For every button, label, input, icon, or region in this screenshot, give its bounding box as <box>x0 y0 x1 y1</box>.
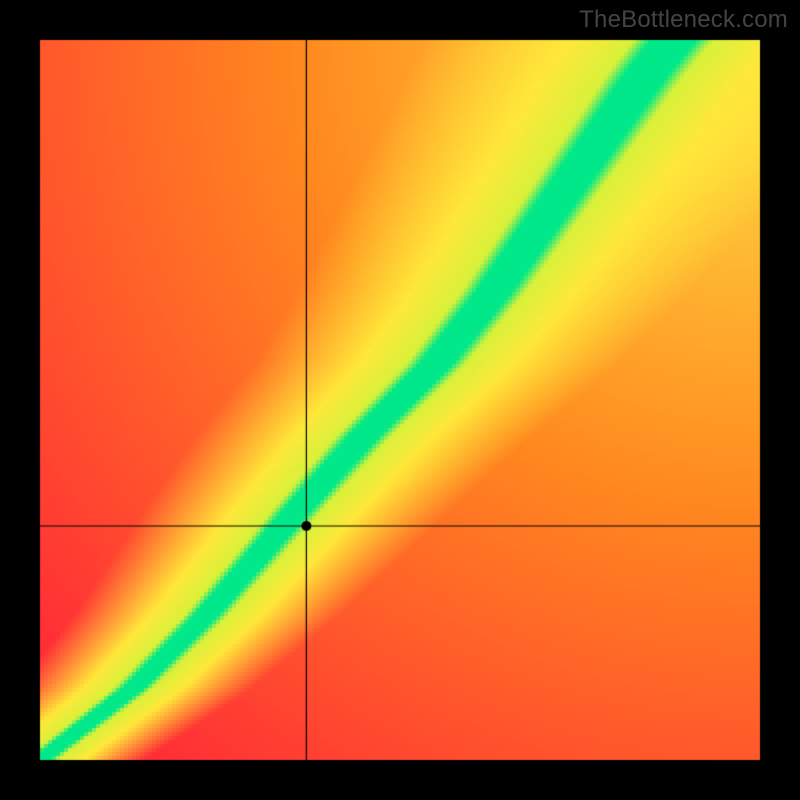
bottleneck-heatmap <box>0 0 800 800</box>
chart-frame: TheBottleneck.com <box>0 0 800 800</box>
source-watermark: TheBottleneck.com <box>579 6 788 34</box>
